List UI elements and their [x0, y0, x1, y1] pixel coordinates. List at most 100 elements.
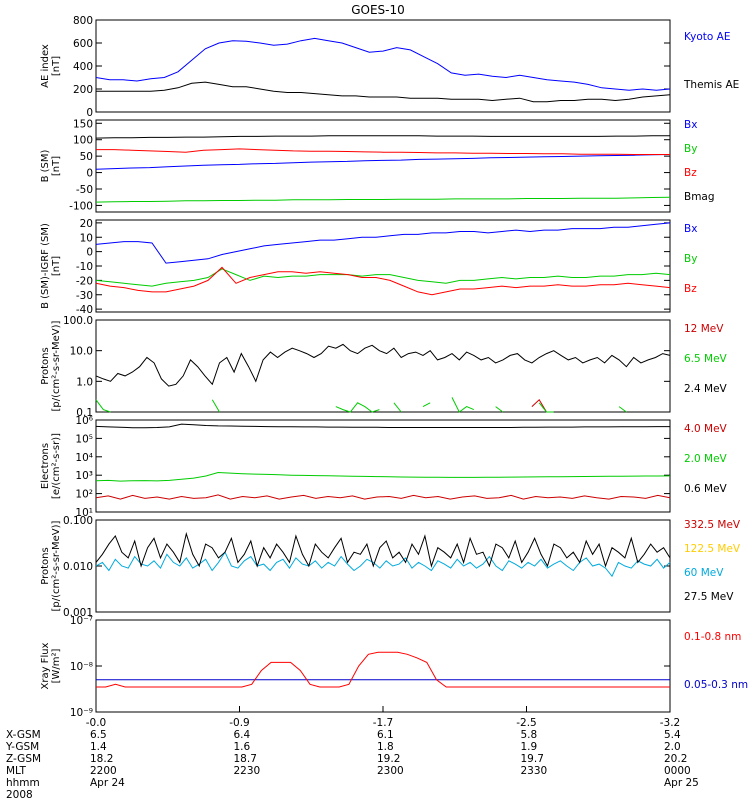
xaxis-row-value: 2200 [90, 765, 117, 777]
b-series-bz [96, 148, 670, 155]
db-ytick-label: -10 [76, 261, 93, 273]
xaxis-row-value: Apr 25 [664, 777, 699, 789]
db-ytick-label: -20 [76, 275, 93, 287]
hiprotons-legend-item: 122.5 MeV [684, 543, 741, 555]
b-ytick-label: -100 [69, 200, 93, 212]
xaxis-row-value: 6.1 [377, 729, 394, 741]
xray-frame [95, 619, 671, 713]
electrons-legend-item: 0.6 MeV [684, 483, 728, 495]
xray-panel: 10⁻⁹ 10⁻⁸ 10⁻⁷ Xray Flux[W/m²] 0.1-0.8 nm 0.0… [40, 615, 748, 719]
db-ytick-label: 20 [80, 218, 93, 230]
xaxis-row-value: 2.0 [664, 741, 681, 753]
electrons-panel: 10¹ 10² 10³ 10⁴ 10⁵ 10⁶ Electrons[e/(cm²-s-sr)… [40, 415, 728, 519]
xray-ytick-label: 10⁻⁹ [70, 707, 93, 719]
xaxis-row-label: X-GSM [6, 729, 41, 741]
b-panel: -100 -50 0 50 100 150 B (SM)[nT] Bx By Bz Bmag [40, 118, 715, 213]
electrons-series-0-6-mev [95, 423, 670, 429]
xray-ytick-label: 10⁻⁷ [70, 615, 93, 627]
db-series-bx [95, 222, 671, 264]
electrons-series-2-0-mev [95, 471, 671, 482]
db-panel: -40 -30 -20 -10 0 10 20 B (SM)-IGRF (SM)[nT] Bx B… [40, 218, 697, 316]
ae-ytick-label: 200 [73, 84, 93, 96]
xtick-label: -3.2 [660, 717, 681, 729]
db-legend-item: Bz [684, 283, 697, 295]
xaxis-row-value: 1.9 [521, 741, 538, 753]
electrons-ytick-label: 10³ [75, 470, 93, 482]
xaxis-row-value: Apr 24 [90, 777, 125, 789]
b-ytick-label: 50 [80, 151, 93, 163]
hiprotons-ytick-label: 0.100 [63, 515, 93, 527]
xtick-label: -1.7 [373, 717, 394, 729]
electrons-legend-item: 2.0 MeV [684, 453, 728, 465]
xray-legend-item: 0.05-0.3 nm [684, 679, 748, 691]
xaxis-row-value: 2330 [521, 765, 548, 777]
xaxis-row-label: 2008 [6, 789, 33, 800]
b-legend-item: Bz [684, 167, 697, 179]
ae-ytick-label: 600 [73, 38, 93, 50]
ae-ylabel: AE index[nT] [40, 44, 62, 88]
hiprotons-panel: 0.001 0.010 0.100Protons[p/(cm²-s-sr-MeV)]… [40, 515, 741, 619]
ae-series-kyoto-ae [95, 37, 671, 91]
b-series-bx [95, 154, 671, 170]
xaxis-row-value: 6.5 [90, 729, 107, 741]
xaxis-row-value: 19.7 [521, 753, 544, 765]
xaxis-row-value: 18.7 [234, 753, 257, 765]
xaxis-row-value: 1.8 [377, 741, 394, 753]
xaxis-row-value: 18.2 [90, 753, 113, 765]
db-ytick-label: -40 [76, 304, 93, 316]
ae-ytick-label: 800 [73, 15, 93, 27]
xaxis-row-label: hhmm [6, 777, 40, 789]
protons-legend-item: 12 MeV [684, 323, 724, 335]
xaxis-row-value: 2230 [234, 765, 261, 777]
hiprotons-ytick-label: 0.010 [63, 561, 93, 573]
b-ytick-label: -50 [76, 184, 93, 196]
b-legend-item: Bx [684, 119, 697, 131]
db-series-by [95, 268, 671, 287]
hiprotons-legend-item: 27.5 MeV [684, 591, 734, 603]
electrons-ylabel: Electrons[e/(cm²-s-sr)] [40, 433, 62, 499]
db-ytick-label: 10 [80, 232, 93, 244]
xray-ylabel: Xray Flux[W/m²] [40, 642, 62, 689]
xaxis-row-label: Z-GSM [6, 753, 41, 765]
hiprotons-frame [95, 519, 671, 613]
protons-series-12-mev [531, 399, 547, 413]
electrons-ytick-label: 10⁵ [75, 433, 93, 445]
xaxis-row-value: 1.6 [234, 741, 251, 753]
x-axis-table: -0.0 -0.9 -1.7 -2.5 -3.2 X-GSM 6.5 6.4 6.1 5.8 5.4… [5, 706, 699, 800]
electrons-ytick-label: 10⁴ [75, 452, 93, 464]
b-legend-item: Bmag [684, 191, 715, 203]
protons-ytick-label: 0.1 [76, 407, 93, 419]
db-legend-item: By [684, 253, 697, 265]
electrons-ytick-label: 10² [75, 489, 93, 501]
b-ytick-label: 150 [73, 118, 93, 130]
xtick-label: -0.0 [86, 717, 107, 729]
electrons-series-4-0-mev [95, 494, 671, 500]
xray-series-0-1-0-8-nm [96, 651, 670, 688]
hiprotons-ytick-label: 0.001 [63, 607, 93, 619]
xaxis-row-value: 0000 [664, 765, 691, 777]
protons-ytick-label: 10.0 [70, 346, 93, 358]
b-ylabel: B (SM)[nT] [40, 149, 62, 182]
hiprotons-series-60-mev [95, 551, 671, 578]
db-ylabel: B (SM)-IGRF (SM)[nT] [40, 223, 62, 309]
protons-ytick-label: 100.0 [63, 315, 93, 327]
xray-ytick-label: 10⁻⁸ [70, 661, 93, 673]
b-series-bmag [95, 135, 670, 139]
ae-ytick-label: 400 [73, 61, 93, 73]
ae-legend-item: Themis AE [683, 79, 739, 91]
xaxis-row-value: 5.8 [521, 729, 538, 741]
xtick-label: -0.9 [229, 717, 250, 729]
ae-ytick-label: 0 [86, 107, 93, 119]
b-legend-item: By [684, 143, 697, 155]
electrons-ytick-label: 10⁶ [75, 415, 93, 427]
ae-frame [95, 19, 671, 113]
db-series-bz [95, 266, 671, 296]
protons-frame [95, 319, 671, 413]
hiprotons-series-27-5-mev [95, 531, 671, 568]
protons-series-2-4-mev [95, 343, 671, 387]
db-ytick-label: 0 [86, 247, 93, 259]
ae-series-themis-ae [96, 81, 671, 103]
protons-panel: 0.1 1.0 10.0 100.0Protons[p/(cm²-s-sr-MeV)]… [40, 315, 728, 419]
db-ytick-label: -30 [76, 290, 93, 302]
